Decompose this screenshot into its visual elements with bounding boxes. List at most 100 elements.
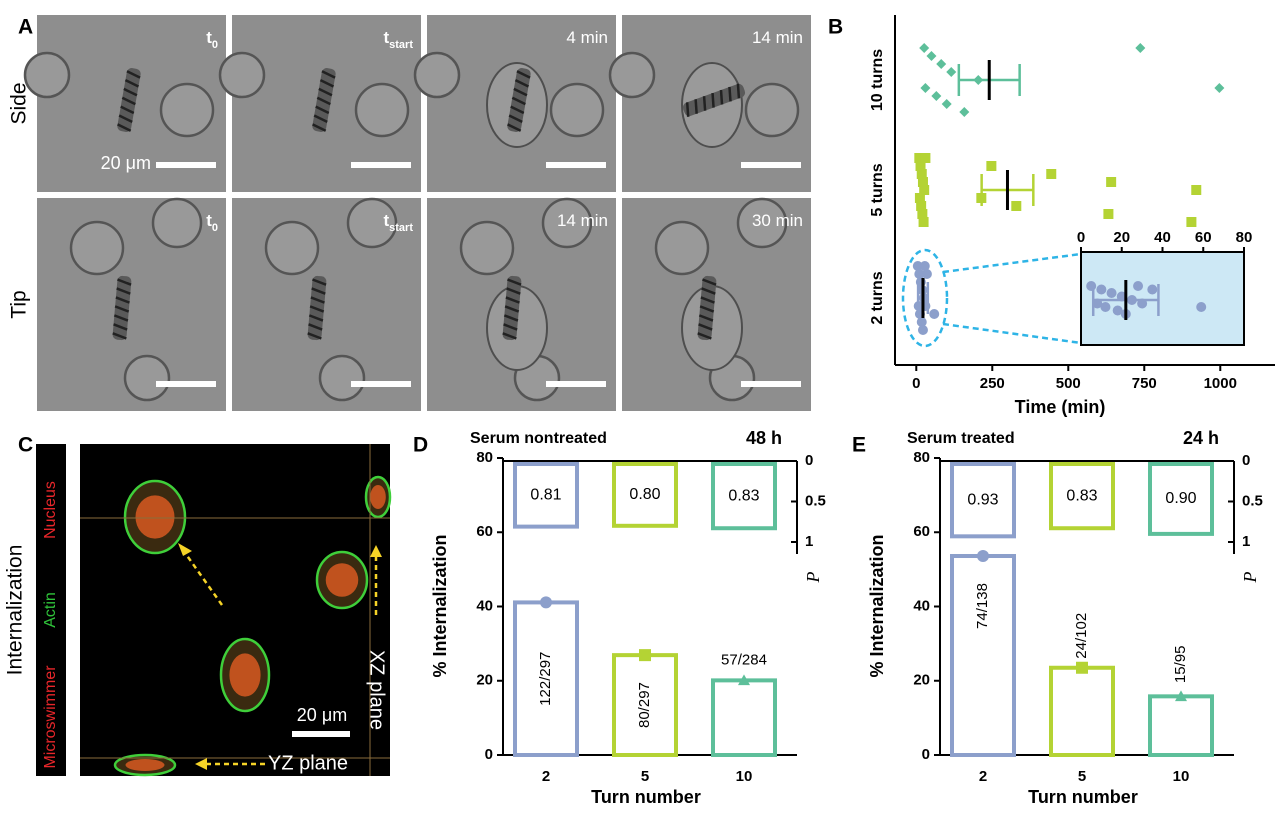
helix-turn [508,114,523,124]
helix-turn [113,323,128,331]
time-label: 30 min [752,211,803,230]
helix-turn [719,89,724,105]
arrowhead [195,758,207,770]
y2-axis-label: P [1240,572,1260,584]
cell [459,220,515,276]
helix-turn [123,87,138,97]
time-text: t [206,28,212,47]
helix-turn [503,323,518,331]
data-point [1106,288,1117,298]
helix-turn [711,92,715,108]
x-tick-label: 10 [1173,768,1190,785]
data-point [959,107,970,117]
bar [711,678,777,757]
cell-nucleus [370,485,386,509]
data-point [917,177,928,187]
bar [1148,694,1214,758]
microswimmer [502,275,522,341]
y-tick-label: 40 [913,597,930,614]
count-label: 122/297 [537,652,554,706]
cell [23,51,71,99]
data-point [917,209,928,219]
helix-turn [736,83,741,99]
data-point [919,185,930,195]
cell [744,82,800,138]
plane-label: XZ plane [366,650,388,730]
cell [413,51,461,99]
bar-marker [639,649,651,662]
data-point [916,317,927,327]
data-point [1011,201,1022,211]
x-tick-label: 750 [1132,375,1157,392]
y-tick-label: 60 [476,523,493,540]
helix-turn [700,296,715,304]
data-point [1135,43,1146,53]
scale-bar [546,381,606,387]
helix-turn [307,332,322,340]
time-text: t [383,211,389,230]
count-label: 24/102 [1073,613,1090,659]
helix-turn [513,87,528,97]
helix-turn [685,102,690,117]
cell [69,220,125,276]
x-tick-label: 2 [979,768,987,785]
microswimmer [682,83,746,117]
panel-label: E [852,434,866,457]
channel-label: Nucleus [42,481,59,539]
y2-tick-label: 0.5 [805,492,826,509]
zoom-connector [942,252,1082,274]
channel-strip [36,444,66,776]
cell [541,197,593,249]
count-label: 74/138 [974,583,991,629]
time-text: 30 min [752,211,803,230]
p-value-label: 0.93 [967,491,998,508]
y-tick-label: 0 [922,746,930,763]
time-text: 4 min [566,28,608,47]
time-text: 14 min [557,211,608,230]
y-axis-label: % Internalization [430,534,450,677]
cell [736,197,788,249]
plane-label: YZ plane [268,752,348,774]
y-tick-label: 0 [485,746,493,763]
helix-turn [310,296,325,304]
data-point [920,153,931,163]
helix-turn [697,332,712,340]
y-tick-label: 60 [913,523,930,540]
y2-axis-label: P [803,572,823,584]
p-value-box [612,462,678,528]
inset-tick-label: 60 [1195,229,1212,246]
time-label: 14 min [557,211,608,230]
count-label: 57/284 [721,651,767,668]
helix-turn [114,305,130,313]
bar [1049,665,1115,757]
data-point [914,269,925,279]
helix-turn [505,296,520,304]
scale-bar-label: 20 μm [297,705,347,725]
x-tick-label: 500 [1056,375,1081,392]
helix-turn [502,332,517,340]
arrowhead [370,545,382,557]
x-tick-label: 2 [542,768,550,785]
cell [318,354,366,402]
helix-turn [319,78,335,88]
data-point [921,269,932,279]
count-label: 80/297 [636,682,653,728]
x-tick-label: 5 [1078,768,1086,785]
p-value-label: 0.90 [1165,490,1196,507]
helix-turn [510,105,525,115]
inset-frame [1080,251,1245,346]
confocal-image [80,444,390,776]
helix-turn [309,305,325,313]
inset-tick-label: 80 [1236,229,1253,246]
x-tick-label: 250 [980,375,1005,392]
row-label: Tip [8,290,31,318]
time-subscript: start [389,39,413,51]
time-subscript: start [389,222,413,234]
bar-marker [1175,690,1187,702]
cell [218,51,266,99]
data-point [917,325,928,335]
helix-turn [124,78,140,88]
cell-nucleus [229,653,261,697]
data-point [1214,83,1225,93]
data-point [914,193,925,203]
